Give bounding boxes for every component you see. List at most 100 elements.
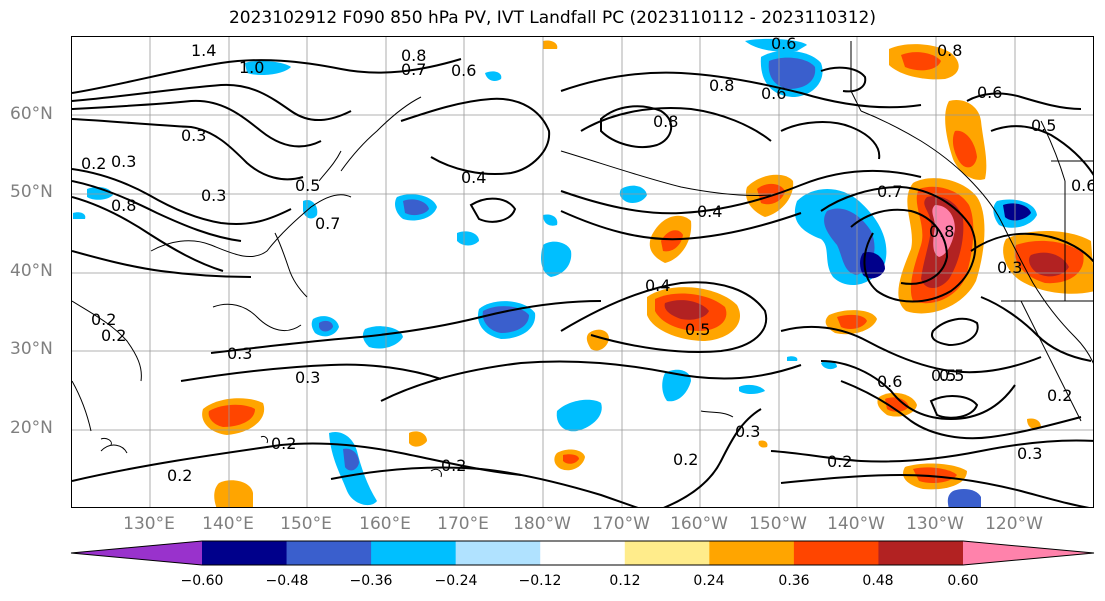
colorbar-tick: −0.60 — [180, 573, 224, 589]
colorbar-extend-max — [963, 541, 1094, 565]
contour-label: 0.2 — [1047, 386, 1072, 405]
lon-label-150e: 150°E — [280, 514, 332, 534]
contour-label: 0.3 — [1017, 444, 1042, 463]
pv-positive-region — [214, 480, 253, 507]
lon-label-150w: 150°W — [749, 514, 807, 534]
pv-contours — [72, 58, 1093, 507]
contour-label: 0.4 — [645, 276, 670, 295]
colorbar-tick: 0.48 — [862, 573, 894, 589]
coastlines — [72, 41, 1093, 478]
pv-positive-region — [563, 454, 579, 464]
graticule — [72, 37, 1093, 507]
contour-label: 0.2 — [91, 310, 116, 329]
pv-positive-region — [208, 404, 255, 427]
contour-label: 0.3 — [111, 152, 136, 171]
pv-negative-region — [403, 199, 429, 216]
contour-label: 0.8 — [709, 76, 734, 95]
colorbar-segment — [793, 541, 879, 565]
pv-positive-region — [885, 397, 909, 412]
pv-shading — [73, 38, 1093, 507]
contour-label-group: 1.4 1.0 0.8 0.7 0.6 0.6 0.8 0.6 0.8 0.6 … — [81, 37, 1093, 485]
pv-positive-region — [1029, 252, 1069, 277]
lat-label-30n: 30°N — [10, 339, 53, 359]
pv-negative-region — [482, 306, 529, 333]
contour-label: 0.5 — [685, 320, 710, 339]
contour-label: 0.3 — [295, 368, 320, 387]
pv-positive-region — [932, 205, 955, 257]
contour-label: 0.3 — [735, 422, 760, 441]
pv-negative-region — [745, 38, 807, 52]
contour-label: 0.6 — [977, 83, 1002, 102]
contour-label: 0.3 — [201, 186, 226, 205]
pv-positive-region — [543, 40, 558, 49]
contour-label: 0.6 — [877, 372, 902, 391]
colorbar-tick: 0.60 — [947, 573, 979, 589]
colorbar-segment — [202, 541, 288, 565]
contour-label: 0.8 — [653, 112, 678, 131]
lon-label-120w: 120°W — [985, 514, 1043, 534]
contour-label: 0.5 — [295, 176, 320, 195]
colorbar-tick: −0.36 — [349, 573, 393, 589]
contour-label: 0.3 — [181, 126, 206, 145]
lon-label-160w: 160°W — [670, 514, 728, 534]
contour-label: 0.2 — [167, 466, 192, 485]
lon-label-160e: 160°E — [359, 514, 411, 534]
pv-negative-region — [1003, 203, 1031, 221]
contour-label: 0.4 — [697, 202, 722, 221]
colorbar-tick: 0.36 — [778, 573, 810, 589]
lon-label-170w: 170°W — [592, 514, 650, 534]
colorbar-tick: −0.12 — [518, 573, 562, 589]
contour-label: 0.2 — [271, 434, 296, 453]
contour-label: 0.7 — [401, 60, 426, 79]
contour-label: 0.5 — [931, 366, 956, 385]
contour-label: 0.3 — [227, 344, 252, 363]
lon-label-140e: 140°E — [202, 514, 254, 534]
pv-positive-region — [1027, 418, 1041, 429]
pv-negative-region — [768, 57, 816, 89]
pv-positive-region — [837, 314, 867, 329]
colorbar-tick: 0.12 — [609, 573, 641, 589]
pv-negative-region — [245, 60, 291, 75]
colorbar-tick: −0.48 — [265, 573, 309, 589]
contour-label: 0.2 — [441, 456, 466, 475]
lat-label-40n: 40°N — [10, 261, 53, 281]
lat-label-60n: 60°N — [10, 104, 53, 124]
lat-label-50n: 50°N — [10, 182, 53, 202]
contour-label: 0.6 — [761, 84, 786, 103]
colorbar-tick: −0.24 — [434, 573, 478, 589]
pv-positive-region — [664, 300, 709, 320]
contour-label: 0.3 — [997, 258, 1022, 277]
contour-label: 0.2 — [101, 326, 126, 345]
contour-label: 0.5 — [1031, 116, 1056, 135]
colorbar-segment — [709, 541, 795, 565]
lon-label-170e: 170°E — [437, 514, 489, 534]
contour-label: 0.2 — [81, 154, 106, 173]
pv-positive-region — [952, 130, 977, 168]
pv-negative-region — [947, 489, 981, 507]
lat-label-20n: 20°N — [10, 418, 53, 438]
colorbar-segment — [371, 541, 457, 565]
colorbar-extend-min — [71, 541, 202, 565]
pv-negative-region — [541, 241, 572, 277]
contour-label: 0.8 — [929, 222, 954, 241]
chart-title: 2023102912 F090 850 hPa PV, IVT Landfall… — [228, 8, 876, 28]
lon-label-140w: 140°W — [827, 514, 885, 534]
contour-label: 0.6 — [771, 37, 796, 53]
pv-negative-region — [457, 231, 479, 246]
colorbar-segment — [878, 541, 964, 565]
pv-negative-region — [787, 356, 798, 361]
lon-label-130e: 130°E — [123, 514, 175, 534]
colorbar — [70, 540, 1095, 566]
lon-label-130w: 130°W — [906, 514, 964, 534]
colorbar-segment — [286, 541, 372, 565]
pv-positive-region — [758, 440, 768, 448]
pv-negative-region — [543, 214, 558, 226]
pv-negative-region — [662, 369, 691, 402]
pv-negative-region — [362, 326, 403, 349]
contour-label: 0.8 — [937, 41, 962, 60]
contour-label: 0.8 — [111, 196, 136, 215]
pv-negative-region — [485, 71, 502, 81]
colorbar-segment — [540, 541, 626, 565]
pv-positive-region — [661, 230, 683, 252]
contour-label: 0.4 — [461, 168, 486, 187]
